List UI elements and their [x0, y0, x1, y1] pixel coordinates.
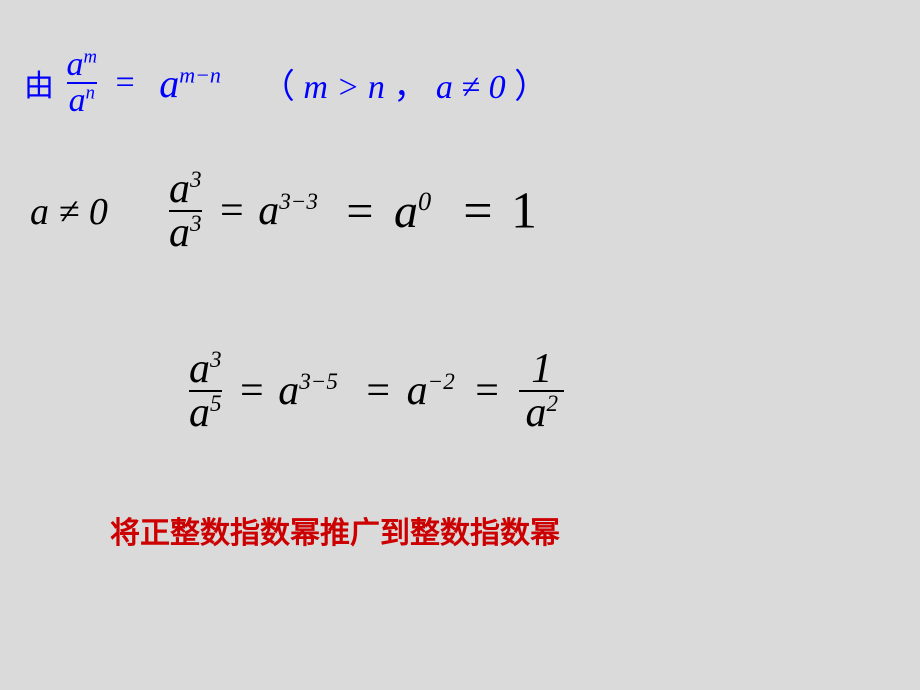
prefix-you: 由 — [24, 70, 54, 103]
l1-eq: = — [116, 64, 135, 101]
l2-eq1: = — [220, 188, 244, 234]
l2-eq3: = — [463, 183, 492, 240]
l1-cond-sep: ， — [393, 69, 427, 106]
l3-frac-num: a3 — [189, 348, 222, 390]
l2-res: a0 — [394, 185, 443, 238]
l3-final-den: a2 — [519, 390, 564, 434]
l2-eq2: = — [346, 185, 373, 238]
l3-res: a−2 — [407, 368, 466, 414]
l2-mid: a3−3 — [258, 188, 328, 234]
l1-cond-open: （ — [261, 69, 295, 106]
l1-frac-num: am — [67, 48, 98, 82]
l3-frac-den: a5 — [189, 390, 222, 434]
l3-eq2: = — [366, 368, 390, 414]
l2-final: 1 — [511, 183, 537, 240]
l3-mid: a3−5 — [278, 368, 348, 414]
l1-rhs: am−n — [159, 61, 231, 106]
l3-eq3: = — [475, 368, 499, 414]
l1-cond-a: m > n — [303, 69, 385, 106]
l2-frac-num: a3 — [169, 168, 202, 210]
l2-frac-den: a3 — [169, 210, 202, 254]
l3-eq1: = — [240, 368, 264, 414]
l1-cond-close: ） — [514, 69, 548, 106]
l2-cond: a ≠ 0 — [30, 190, 108, 234]
footer-text: 将正整数指数幂推广到整数指数幂 — [110, 508, 560, 552]
l3-final-num: 1 — [519, 348, 564, 390]
l1-frac-den: an — [67, 82, 98, 118]
l1-cond-b: a ≠ 0 — [436, 69, 506, 106]
